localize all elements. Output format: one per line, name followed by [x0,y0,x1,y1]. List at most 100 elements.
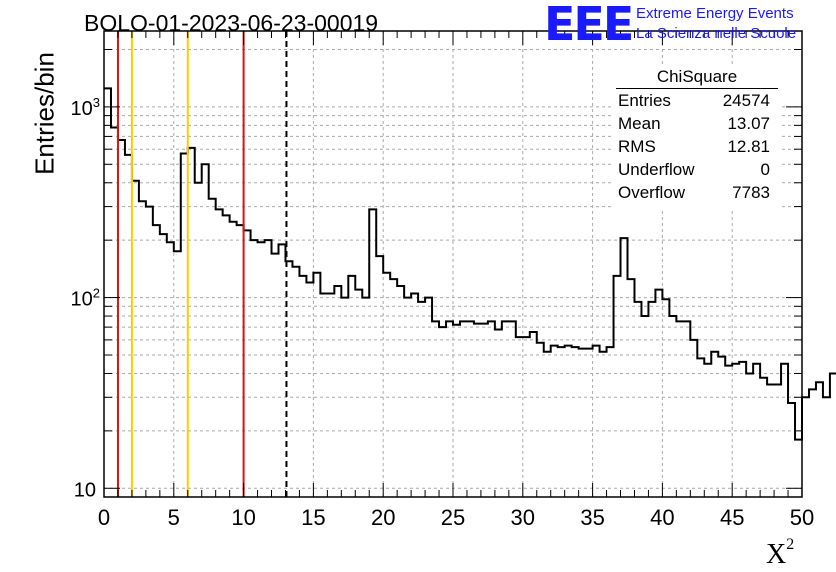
x-tick-label: 50 [790,505,814,530]
histogram-bin [823,397,830,497]
histogram-bin [474,324,481,497]
logo-line-2: La Scienza nelle Scuole [636,25,797,42]
histogram-bin [327,294,334,497]
x-axis-label: X2 [766,536,794,571]
x-tick-label: 0 [98,505,110,530]
histogram-bin [104,88,111,497]
histogram-bin [348,276,355,497]
stats-label: RMS [618,137,656,156]
stats-value: 12.81 [727,137,770,156]
histogram-bin [662,299,669,497]
histogram-bin [802,397,809,497]
stats-row-entries: Entries 24574 [612,89,780,112]
histogram-bin [607,347,614,497]
histogram-bin [230,222,237,497]
histogram-bin [237,225,244,497]
histogram-bin [139,201,146,497]
histogram-bin [558,347,565,497]
histogram-bin [690,340,697,497]
histogram-bin [579,349,586,497]
x-tick-label: 15 [301,505,325,530]
histogram-bin [216,209,223,497]
stats-value: 24574 [722,91,770,110]
histogram-bin [390,279,397,497]
histogram-bin [279,244,286,497]
histogram-bin [760,378,767,497]
histogram-bin [767,385,774,497]
histogram-bin [739,362,746,497]
histogram-bin [788,403,795,497]
stats-label: Mean [618,114,661,133]
histogram-bin [446,321,453,497]
stats-value: 0 [760,160,770,179]
histogram-bin [320,294,327,497]
histogram-bin [809,389,816,497]
histogram-bin [306,282,313,497]
chart-title: BOLO-01-2023-06-23-00019 [84,10,379,36]
x-axis-label-text: X [766,539,787,570]
histogram-bin [697,358,704,497]
histogram-bin [586,349,593,497]
histogram-bin [614,276,621,497]
histogram-line [104,87,836,441]
histogram-bin [718,357,725,497]
histogram-bin [397,286,404,497]
eee-logo-mark: EEE [544,0,634,51]
histogram-bin [530,332,537,497]
x-tick-label: 30 [511,505,535,530]
x-tick-label: 35 [580,505,604,530]
histogram-bin [523,337,530,497]
histogram-bin [258,242,265,497]
stats-row-overflow: Overflow 7783 [612,181,780,204]
histogram-bin [460,321,467,497]
y-tick-label: 10 [74,479,96,501]
stats-row-rms: RMS 12.81 [612,135,780,158]
y-tick-label: 103 [71,95,100,120]
histogram-bin [265,240,272,497]
histogram-bin [292,267,299,497]
histogram-bin [251,240,258,497]
histogram-bin [746,373,753,497]
x-tick-label: 5 [168,505,180,530]
logo-line-1: Extreme Energy Events [636,5,794,22]
histogram-bin [369,209,376,497]
histogram-bin [376,256,383,497]
x-tick-label: 10 [231,505,255,530]
histogram-bin [223,215,230,497]
stats-value: 13.07 [727,114,770,133]
histogram-bin [118,140,125,497]
histogram-bin [160,234,167,497]
histogram-bin [202,164,209,497]
histogram-bin [209,199,216,497]
histogram-bin [621,238,628,497]
stats-row-underflow: Underflow 0 [612,158,780,181]
y-axis-label: Entries/bin [29,52,60,175]
x-tick-label: 40 [650,505,674,530]
histogram-bin [572,347,579,497]
histogram-bin [655,290,662,497]
histogram-bin [334,286,341,497]
histogram-bin [181,153,188,497]
histogram-bin [648,302,655,497]
stats-value: 7783 [732,183,770,202]
x-axis-label-sup: 2 [786,536,795,553]
histogram-bin [676,321,683,497]
histogram-bin [509,321,516,497]
histogram-bin [641,316,648,497]
histogram-bin [132,181,139,497]
histogram-bin [502,321,509,497]
stats-label: Overflow [618,183,686,202]
histogram-bin [704,364,711,497]
histogram-bin [174,251,181,497]
histogram-bin [272,254,279,497]
x-tick-label: 25 [441,505,465,530]
histogram-bin [244,230,251,497]
histogram-bin [146,207,153,497]
histogram-bin [669,316,676,497]
x-tick-label: 45 [720,505,744,530]
histogram-bin [774,385,781,497]
histogram-bin [683,321,690,497]
histogram-bin [411,294,418,497]
histogram-bin [732,364,739,497]
histogram-bin [781,364,788,497]
